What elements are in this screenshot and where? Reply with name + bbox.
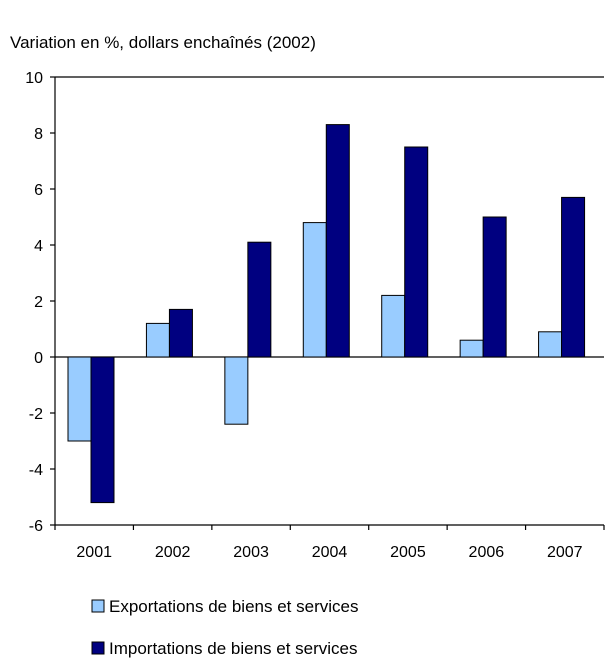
x-tick-label: 2004 xyxy=(312,544,348,561)
bar-importations-2002 xyxy=(168,308,193,358)
bar-exportations-2006 xyxy=(459,339,484,358)
bar-exportations-2003 xyxy=(224,356,249,425)
bar-importations-2007 xyxy=(561,196,586,358)
x-tick-label: 2003 xyxy=(233,544,269,561)
legend-swatch-importations xyxy=(91,641,105,655)
x-tick-label: 2007 xyxy=(547,544,583,561)
y-tick-label: 10 xyxy=(25,70,43,87)
legend-label-importations: Importations de biens et services xyxy=(109,639,358,658)
bar-exportations-2007 xyxy=(538,331,563,358)
bars xyxy=(67,124,586,504)
tick-labels: 10 8 6 4 2 0 -2 -4 -6 2001 2002 2003 2004 2005 2006 200… xyxy=(25,70,582,561)
y-tick-label: -2 xyxy=(29,406,43,423)
y-tick-label: 2 xyxy=(34,294,43,311)
y-tick-label: 8 xyxy=(34,126,43,143)
x-tick-label: 2001 xyxy=(76,544,112,561)
x-tick-label: 2006 xyxy=(469,544,505,561)
legend-label-exportations: Exportations de biens et services xyxy=(109,597,358,616)
bar-exportations-2002 xyxy=(145,322,170,358)
bar-importations-2004 xyxy=(325,124,350,358)
y-tick-label: 4 xyxy=(34,238,43,255)
bar-exportations-2001 xyxy=(67,356,92,442)
bar-exportations-2005 xyxy=(381,294,406,358)
bar-exportations-2004 xyxy=(302,222,327,358)
x-tick-label: 2002 xyxy=(155,544,191,561)
bar-importations-2003 xyxy=(247,241,272,358)
legend: Exportations de biens et services Importa… xyxy=(91,597,358,658)
y-tick-label: -4 xyxy=(29,462,43,479)
y-tick-label: 0 xyxy=(34,350,43,367)
bar-importations-2006 xyxy=(482,216,507,358)
bar-importations-2005 xyxy=(404,146,429,358)
chart-title: Variation en %, dollars enchaînés (2002) xyxy=(10,33,316,52)
y-tick-label: 6 xyxy=(34,182,43,199)
bar-importations-2001 xyxy=(90,356,115,504)
x-tick-label: 2005 xyxy=(390,544,426,561)
y-tick-label: -6 xyxy=(29,518,43,535)
legend-swatch-exportations xyxy=(91,599,105,613)
